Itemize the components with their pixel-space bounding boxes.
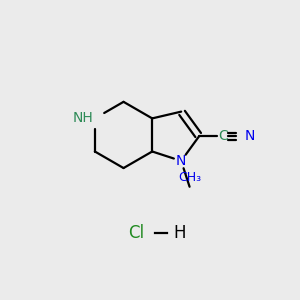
Text: NH: NH: [73, 111, 93, 125]
Text: C: C: [218, 129, 228, 143]
Text: N: N: [244, 129, 255, 143]
Text: N: N: [176, 154, 186, 168]
Text: Cl: Cl: [128, 224, 145, 242]
Text: H: H: [173, 224, 185, 242]
Text: CH₃: CH₃: [178, 171, 201, 184]
